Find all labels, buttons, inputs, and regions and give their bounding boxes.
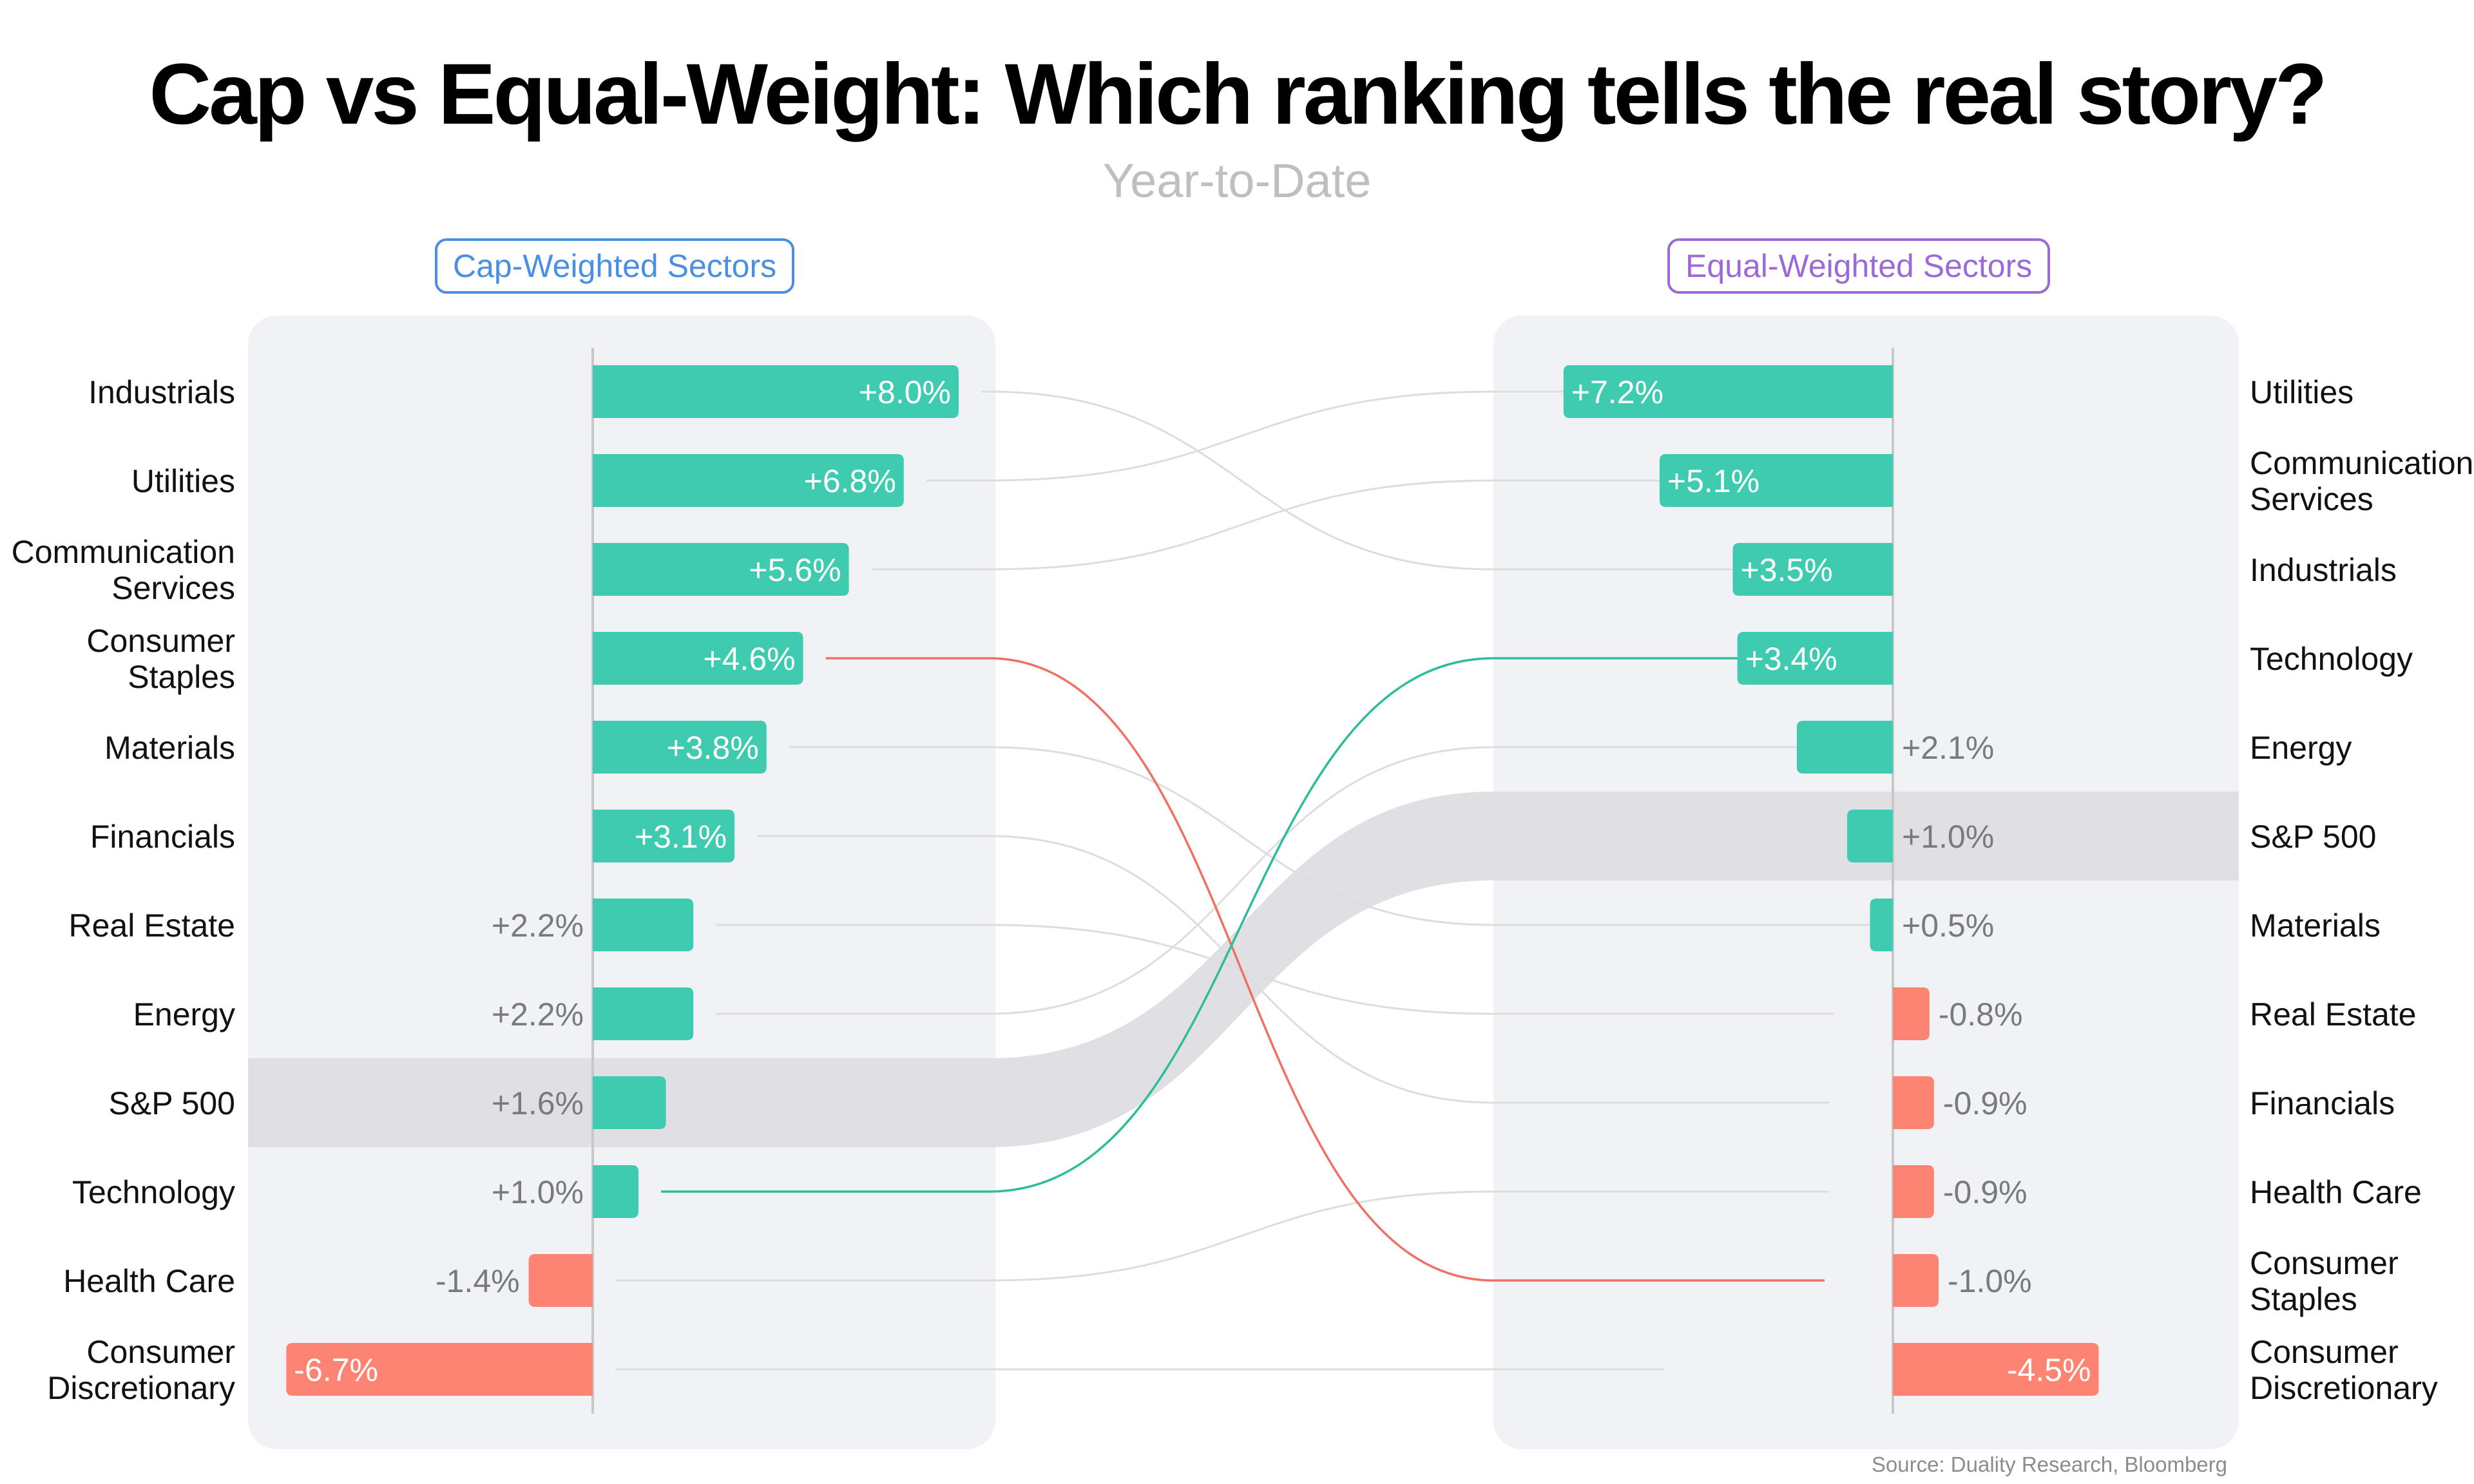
equal-label-technology: Technology [2250,641,2413,677]
equal-bar-consumer-discretionary [1893,1343,2099,1396]
equal-bar-technology [1737,632,1893,685]
equal-label-real-estate: Real Estate [2250,996,2416,1032]
cap-label-financials: Financials [90,819,235,855]
cap-label-consumer-discretionary: Consumer Discretionary [47,1334,235,1406]
link-consumer-staples [825,657,1825,1282]
equal-bar-sandp-500 [1847,810,1893,862]
equal-bar-real-estate [1893,987,1930,1040]
cap-value-energy: +2.2% [492,996,584,1032]
source-note: Source: Duality Research, Bloomberg [1871,1452,2227,1476]
equal-value-consumer-staples: -1.0% [1948,1263,2032,1299]
equal-label-industrials: Industrials [2250,552,2397,588]
equal-weighted-panel [1493,316,2239,1449]
cap-bar-sandp-500 [593,1076,666,1129]
cap-value-sandp-500: +1.6% [492,1085,584,1121]
cap-label-real-estate: Real Estate [69,908,235,944]
cap-weighted-panel-label: Cap-Weighted Sectors [435,238,795,294]
equal-label-utilities: Utilities [2250,374,2354,410]
cap-weighted-panel [248,316,995,1449]
equal-value-technology: +3.4% [1745,641,1837,677]
cap-value-financials: +3.1% [635,819,727,855]
equal-bar-health-care [1893,1165,1934,1218]
equal-bar-energy [1796,721,1893,774]
equal-bar-consumer-staples [1893,1254,1939,1307]
cap-bar-consumer-discretionary [286,1343,593,1396]
link-health-care [615,1190,1830,1282]
equal-value-consumer-discretionary: -4.5% [2007,1352,2091,1388]
cap-label-materials: Materials [104,730,235,766]
equal-bar-materials [1870,899,1893,951]
equal-label-consumer-staples: Consumer Staples [2250,1245,2399,1317]
cap-value-consumer-staples: +4.6% [703,641,795,677]
equal-bar-industrials [1732,543,1893,596]
equal-bar-financials [1893,1076,1934,1129]
cap-bar-health-care [528,1254,593,1307]
cap-label-energy: Energy [133,996,235,1032]
cap-bar-communication-services [593,543,849,596]
cap-value-industrials: +8.0% [859,374,951,410]
cap-value-communication-services: +5.6% [749,552,841,588]
cap-bar-technology [593,1165,638,1218]
equal-value-materials: +0.5% [1902,908,1994,944]
equal-label-communication-services: Communication Services [2250,445,2473,517]
chart-subtitle: Year-to-Date [1102,154,1372,207]
chart-title: Cap vs Equal-Weight: Which ranking tells… [149,46,2327,142]
equal-value-real-estate: -0.8% [1939,996,2023,1032]
cap-value-utilities: +6.8% [804,463,896,499]
cap-label-communication-services: Communication Services [12,534,235,606]
cap-bar-materials [593,721,767,774]
link-materials [789,746,1870,926]
link-utilities [926,390,1870,482]
equal-label-financials: Financials [2250,1085,2395,1121]
equal-label-sandp-500: S&P 500 [2250,819,2376,855]
equal-value-financials: -0.9% [1943,1085,2028,1121]
equal-bar-utilities [1563,365,1893,418]
cap-value-technology: +1.0% [492,1174,584,1210]
link-communication-services [871,479,1870,571]
equal-label-consumer-discretionary: Consumer Discretionary [2250,1334,2438,1406]
emphasized-links [661,657,1870,1282]
cap-label-health-care: Health Care [63,1263,235,1299]
equal-value-health-care: -0.9% [1943,1174,2028,1210]
cap-bar-financials [593,810,735,862]
link-technology [661,657,1870,1193]
equal-value-sandp-500: +1.0% [1902,819,1994,855]
cap-value-consumer-discretionary: -6.7% [294,1352,378,1388]
equal-label-health-care: Health Care [2250,1174,2422,1210]
equal-label-energy: Energy [2250,730,2352,766]
link-energy [716,746,1870,1015]
cap-value-real-estate: +2.2% [492,908,584,944]
equal-label-materials: Materials [2250,908,2381,944]
cap-bar-consumer-staples [593,632,803,685]
cap-label-utilities: Utilities [131,463,235,499]
cap-label-industrials: Industrials [88,374,235,410]
equal-weighted-panel-label: Equal-Weighted Sectors [1667,238,2051,294]
cap-bar-industrials [593,365,959,418]
cap-value-health-care: -1.4% [436,1263,520,1299]
cap-label-sandp-500: S&P 500 [109,1085,235,1121]
equal-bar-communication-services [1659,454,1893,507]
cap-bar-energy [593,987,694,1040]
cap-bar-utilities [593,454,904,507]
equal-value-industrials: +3.5% [1741,552,1833,588]
cap-bar-real-estate [593,899,694,951]
equal-value-utilities: +7.2% [1571,374,1664,410]
panels-layer [248,316,2239,1449]
cap-value-materials: +3.8% [667,730,759,766]
cap-label-consumer-staples: Consumer Staples [86,623,235,695]
equal-value-communication-services: +5.1% [1667,463,1760,499]
cap-label-technology: Technology [72,1174,235,1210]
link-industrials [981,390,1870,571]
equal-value-energy: +2.1% [1902,730,1994,766]
